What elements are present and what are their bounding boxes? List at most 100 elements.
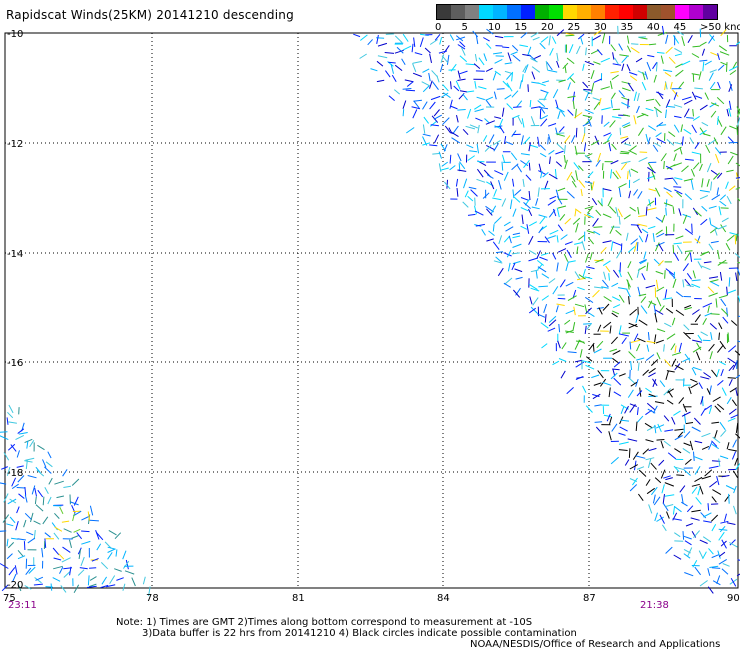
wind-barb bbox=[720, 429, 727, 437]
wind-barb bbox=[674, 177, 683, 180]
wind-barb bbox=[442, 117, 450, 126]
wind-barb bbox=[664, 71, 672, 77]
wind-barb bbox=[694, 314, 701, 323]
wind-barb bbox=[702, 302, 713, 308]
wind-barb bbox=[722, 316, 729, 324]
wind-barb bbox=[504, 94, 512, 100]
legend-label: 15 bbox=[514, 22, 528, 33]
wind-barb bbox=[662, 297, 673, 300]
wind-barb bbox=[459, 161, 466, 170]
wind-barb bbox=[601, 33, 606, 44]
wind-barb bbox=[475, 223, 485, 227]
wind-barb bbox=[716, 575, 721, 584]
wind-barb bbox=[728, 185, 736, 191]
wind-barb bbox=[641, 112, 649, 117]
wind-barb bbox=[626, 35, 630, 44]
wind-barb bbox=[468, 186, 477, 190]
wind-barb bbox=[681, 165, 689, 173]
time-label-left: 23:11 bbox=[8, 600, 37, 611]
wind-barb bbox=[696, 235, 701, 244]
wind-barb bbox=[430, 95, 441, 101]
wind-barb bbox=[660, 469, 666, 479]
wind-barb bbox=[700, 512, 707, 519]
wind-barb bbox=[506, 82, 513, 92]
wind-barb bbox=[655, 229, 663, 235]
wind-barb bbox=[707, 586, 714, 594]
wind-barb bbox=[683, 469, 691, 476]
wind-barb bbox=[72, 513, 75, 522]
wind-barb bbox=[688, 386, 692, 395]
wind-barb bbox=[376, 60, 384, 67]
wind-barb bbox=[502, 80, 510, 88]
wind-barb bbox=[506, 249, 512, 258]
wind-barb bbox=[645, 439, 654, 443]
wind-barb bbox=[635, 57, 643, 63]
wind-barb bbox=[682, 279, 685, 288]
wind-barb bbox=[603, 132, 612, 137]
wind-barb bbox=[114, 568, 122, 572]
wind-barb bbox=[690, 179, 694, 190]
wind-barb bbox=[512, 189, 515, 199]
wind-barb bbox=[575, 127, 578, 138]
wind-barb bbox=[728, 107, 732, 117]
wind-barb bbox=[726, 522, 736, 525]
wind-barb bbox=[697, 334, 703, 342]
wind-barb bbox=[638, 293, 647, 297]
wind-barb bbox=[654, 313, 658, 323]
wind-barb bbox=[652, 379, 657, 388]
wind-barb bbox=[513, 196, 521, 203]
wind-barb bbox=[76, 532, 82, 540]
wind-barb bbox=[514, 189, 522, 196]
legend-swatch bbox=[465, 5, 479, 19]
wind-barb bbox=[438, 151, 442, 159]
wind-barb bbox=[683, 553, 691, 559]
wind-barb bbox=[648, 199, 651, 207]
wind-barb bbox=[556, 207, 560, 218]
wind-barb bbox=[429, 39, 438, 45]
wind-barb bbox=[515, 276, 523, 280]
wind-barb bbox=[641, 81, 647, 91]
wind-barb bbox=[587, 171, 594, 178]
wind-barb bbox=[665, 46, 673, 54]
wind-barb bbox=[612, 304, 621, 309]
legend-color-bar bbox=[436, 4, 718, 20]
wind-barb bbox=[692, 109, 694, 117]
wind-barb bbox=[497, 267, 504, 277]
wind-barb bbox=[708, 441, 713, 450]
wind-barb bbox=[656, 352, 661, 360]
wind-barb bbox=[718, 458, 721, 467]
wind-barb bbox=[611, 74, 619, 80]
wind-barb bbox=[658, 260, 664, 267]
wind-barb bbox=[653, 496, 661, 506]
wind-barb bbox=[558, 358, 567, 362]
wind-barb bbox=[681, 36, 685, 47]
wind-barb bbox=[61, 520, 70, 523]
wind-barb bbox=[699, 195, 708, 200]
wind-barb bbox=[443, 144, 448, 152]
wind-barb bbox=[621, 102, 631, 108]
wind-barb bbox=[558, 323, 561, 333]
wind-barb bbox=[567, 95, 576, 99]
wind-barb bbox=[601, 107, 611, 111]
wind-barb bbox=[694, 465, 701, 475]
wind-barb bbox=[16, 465, 24, 468]
wind-barb bbox=[592, 34, 601, 41]
wind-barb bbox=[455, 178, 459, 187]
wind-barb bbox=[621, 81, 631, 85]
wind-barb bbox=[638, 215, 646, 217]
wind-barb bbox=[673, 252, 680, 261]
wind-barb bbox=[673, 554, 682, 560]
wind-barb bbox=[709, 565, 719, 568]
wind-barb bbox=[530, 32, 539, 38]
wind-barb bbox=[694, 142, 700, 149]
wind-barb bbox=[695, 496, 702, 505]
wind-barb bbox=[717, 259, 727, 266]
wind-speed-legend: 0 5 10 15 20 25 30 35 40 45 >50 knots bbox=[435, 4, 740, 34]
wind-barb bbox=[656, 286, 665, 292]
wind-barb bbox=[493, 142, 499, 152]
wind-barb bbox=[648, 393, 656, 398]
wind-barb bbox=[567, 73, 575, 81]
wind-barb bbox=[712, 580, 721, 586]
wind-barb bbox=[87, 511, 91, 522]
wind-barb bbox=[590, 70, 595, 80]
